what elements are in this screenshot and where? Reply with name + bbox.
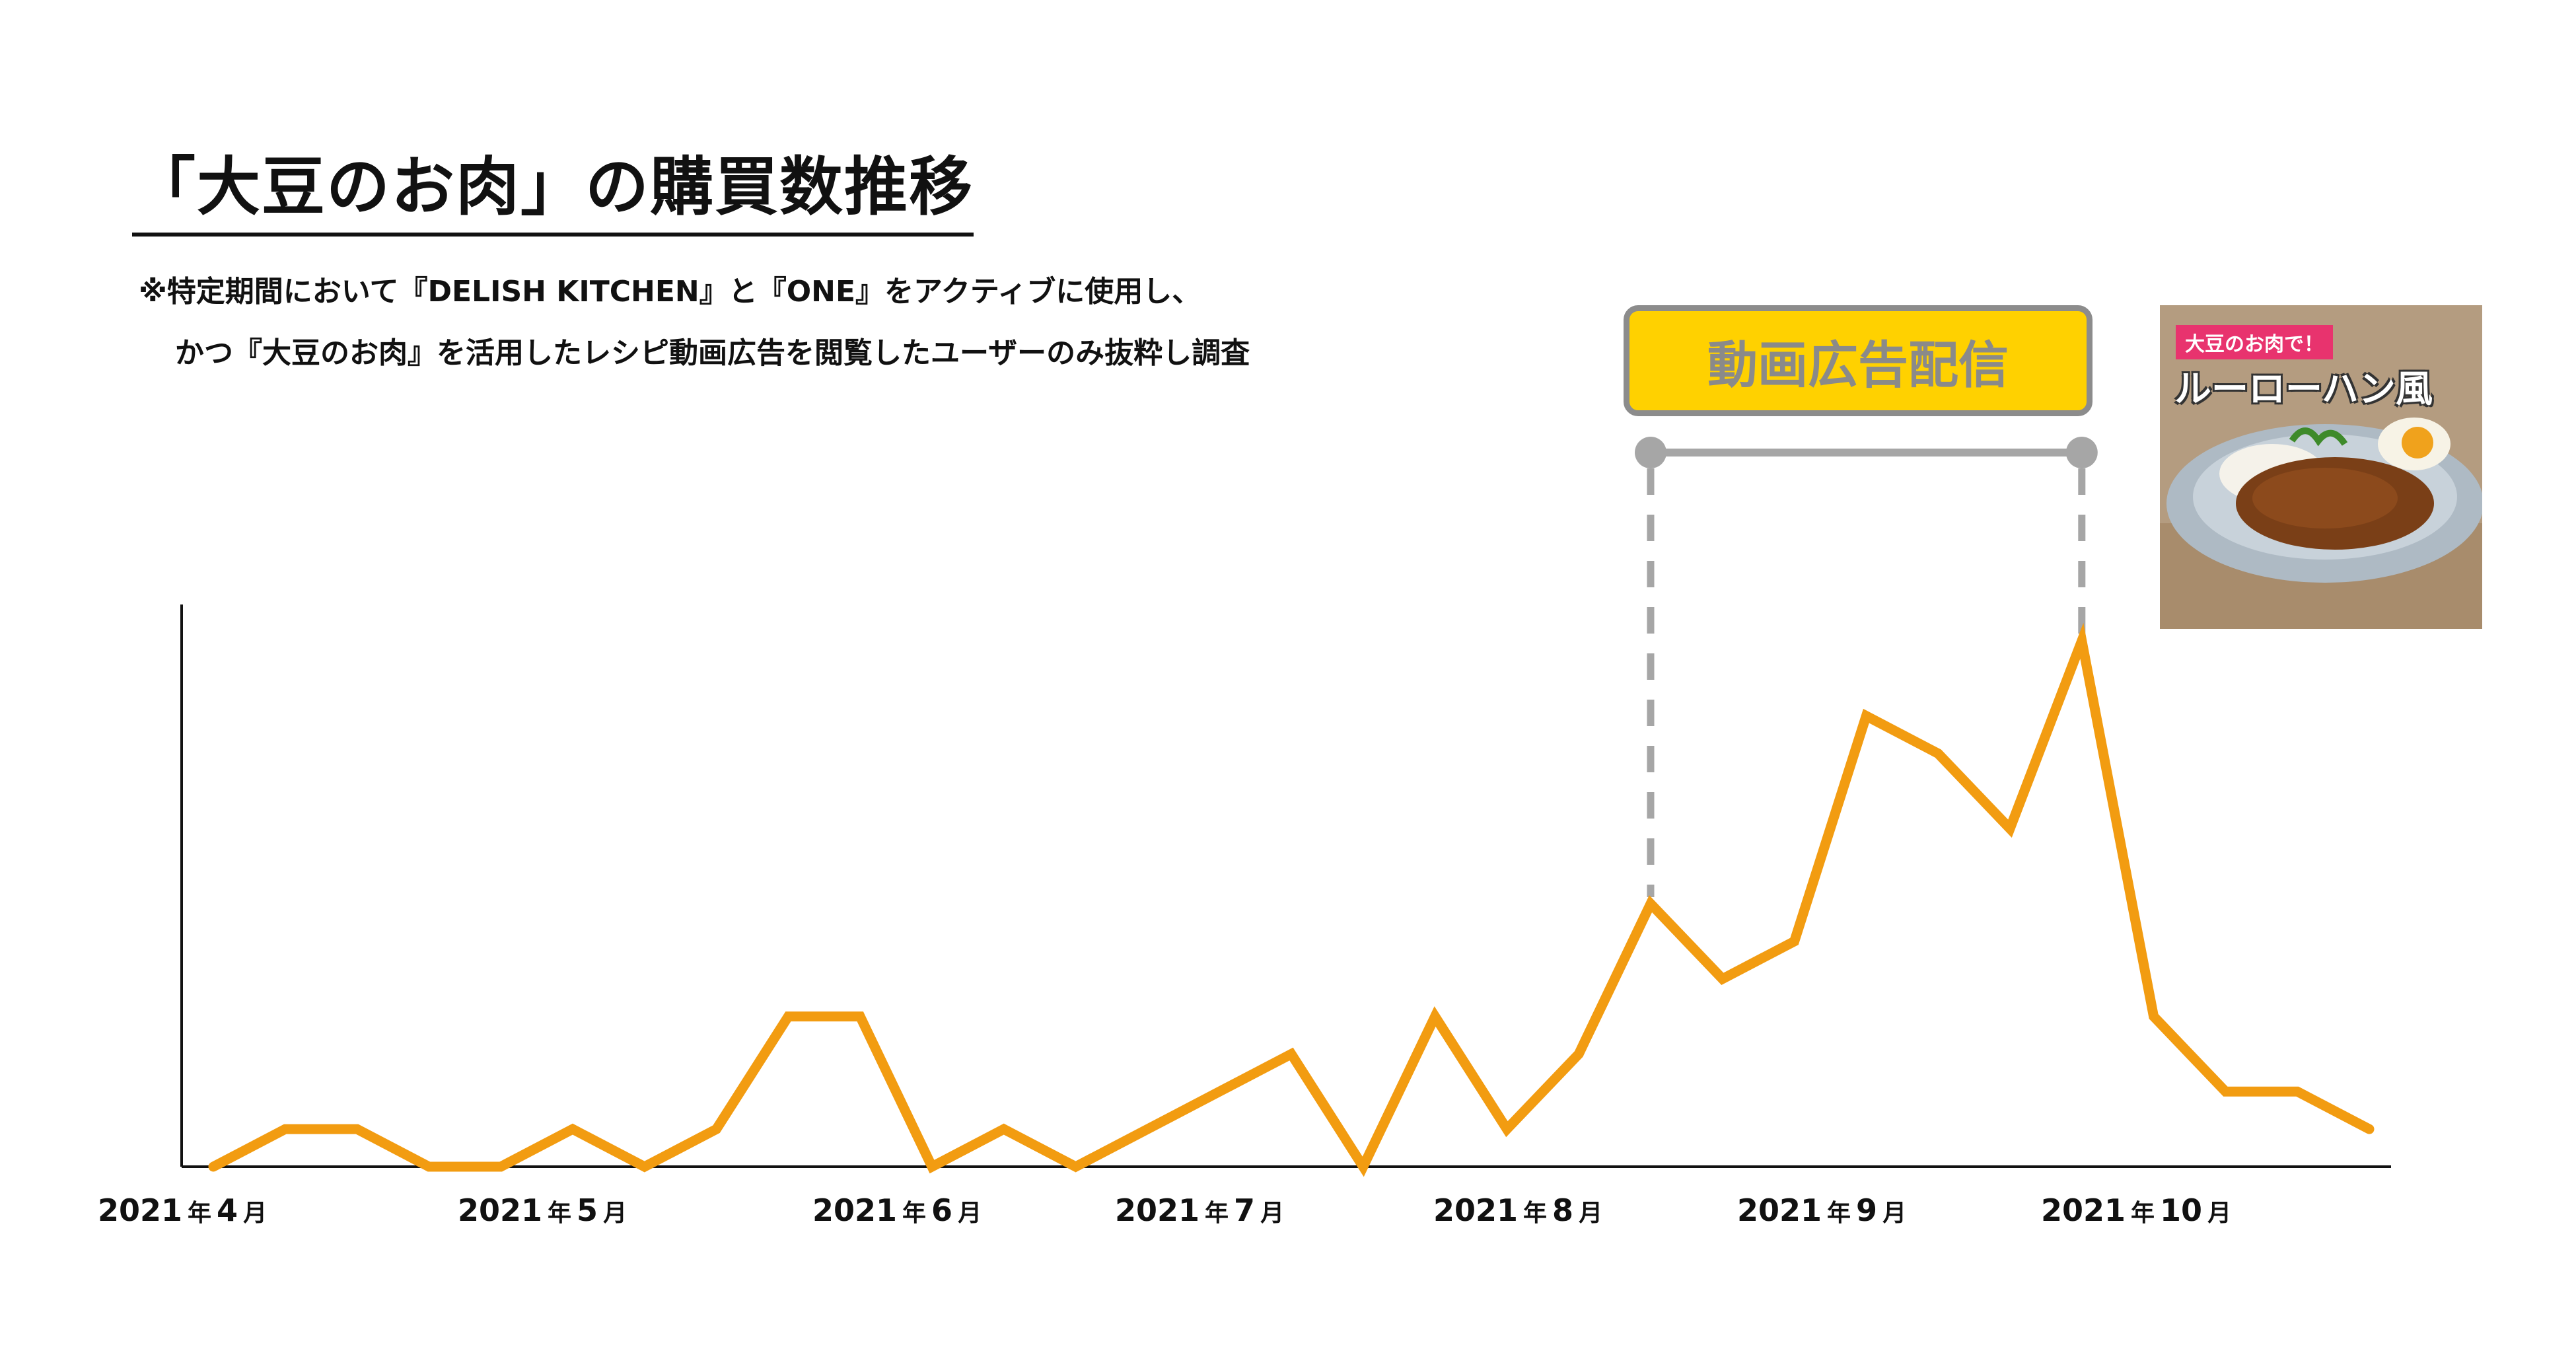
x-tick-tsuki: 月: [1882, 1200, 1907, 1227]
data-point: [1433, 1015, 1437, 1019]
x-tick-nen: 年: [188, 1200, 212, 1227]
data-point: [1649, 902, 1653, 906]
x-tick-tsuki: 月: [958, 1200, 982, 1227]
note-line-1: ※特定期間において『DELISH KITCHEN』と『ONE』をアクティブに使用…: [139, 275, 1201, 309]
data-point: [1864, 714, 1868, 718]
data-point: [2367, 1127, 2371, 1131]
data-point: [211, 1165, 215, 1169]
x-tick-tsuki: 月: [2207, 1200, 2232, 1227]
ad-period-start-dot: [1635, 437, 1666, 468]
data-point: [499, 1165, 503, 1169]
data-point: [786, 1015, 790, 1019]
thumbnail-caption: 大豆のお肉で！: [2176, 325, 2333, 359]
x-tick-nen: 年: [2131, 1200, 2155, 1227]
x-tick-month: 6: [931, 1192, 953, 1228]
data-point: [1721, 977, 1725, 981]
data-point: [1289, 1052, 1293, 1056]
ad-period-label: 動画広告配信: [1624, 305, 2093, 416]
data-point: [1793, 939, 1797, 943]
x-tick-month: 4: [217, 1192, 238, 1228]
data-point: [1074, 1165, 1078, 1169]
data-point: [1002, 1127, 1006, 1131]
x-tick-nen: 年: [548, 1200, 572, 1227]
data-point: [571, 1127, 575, 1131]
x-tick-tsuki: 月: [603, 1200, 627, 1227]
data-point: [355, 1127, 359, 1131]
data-point: [2080, 639, 2084, 643]
data-point: [1145, 1127, 1149, 1131]
data-point: [2152, 1015, 2156, 1019]
data-point: [930, 1165, 934, 1169]
note-line-2: かつ『大豆のお肉』を活用したレシピ動画広告を閲覧したユーザーのみ抜粋し調査: [175, 336, 1250, 370]
x-tick-nen: 年: [1205, 1200, 1229, 1227]
x-tick-tsuki: 月: [1260, 1200, 1285, 1227]
x-tick-label: 2021 年 9 月: [1737, 1192, 1906, 1228]
x-tick-year: 2021: [812, 1192, 898, 1228]
x-tick-nen: 年: [1523, 1200, 1548, 1227]
x-tick-label: 2021 年 10 月: [2041, 1192, 2231, 1228]
x-tick-month: 10: [2160, 1192, 2203, 1228]
x-tick-nen: 年: [1827, 1200, 1851, 1227]
x-tick-year: 2021: [1433, 1192, 1519, 1228]
data-point: [1217, 1089, 1221, 1093]
x-tick-year: 2021: [98, 1192, 183, 1228]
x-tick-year: 2021: [1115, 1192, 1200, 1228]
data-point: [2008, 826, 2012, 830]
x-tick-label: 2021 年 4 月: [98, 1192, 267, 1228]
data-point: [283, 1127, 287, 1131]
data-point: [1505, 1127, 1509, 1131]
x-tick-month: 8: [1552, 1192, 1574, 1228]
x-tick-tsuki: 月: [243, 1200, 268, 1227]
ad-period-end-dot: [2065, 437, 2098, 468]
x-tick-month: 7: [1234, 1192, 1256, 1228]
x-tick-label: 2021 年 6 月: [812, 1192, 982, 1228]
x-tick-month: 5: [577, 1192, 598, 1228]
purchase-series-line: [208, 622, 2375, 1177]
data-point: [1577, 1052, 1581, 1056]
recipe-thumbnail: 大豆のお肉で！ ルーローハン風: [2160, 305, 2482, 629]
x-tick-tsuki: 月: [1579, 1200, 1603, 1227]
x-tick-year: 2021: [458, 1192, 543, 1228]
x-tick-nen: 年: [902, 1200, 927, 1227]
data-point: [643, 1165, 647, 1169]
x-tick-year: 2021: [2041, 1192, 2126, 1228]
x-tick-year: 2021: [1737, 1192, 1822, 1228]
data-point: [1936, 752, 1940, 756]
x-tick-month: 9: [1856, 1192, 1878, 1228]
data-point: [858, 1015, 862, 1019]
x-tick-label: 2021 年 8 月: [1433, 1192, 1602, 1228]
thumbnail-headline: ルーローハン風: [2174, 368, 2433, 411]
data-point: [715, 1127, 719, 1131]
data-point: [2295, 1089, 2299, 1093]
x-tick-label: 2021 年 7 月: [1115, 1192, 1284, 1228]
page-title: 「大豆のお肉」の購買数推移: [132, 135, 974, 237]
data-point: [427, 1165, 431, 1169]
data-point: [1361, 1165, 1365, 1169]
x-tick-label: 2021 年 5 月: [458, 1192, 627, 1228]
data-point: [2223, 1089, 2227, 1093]
